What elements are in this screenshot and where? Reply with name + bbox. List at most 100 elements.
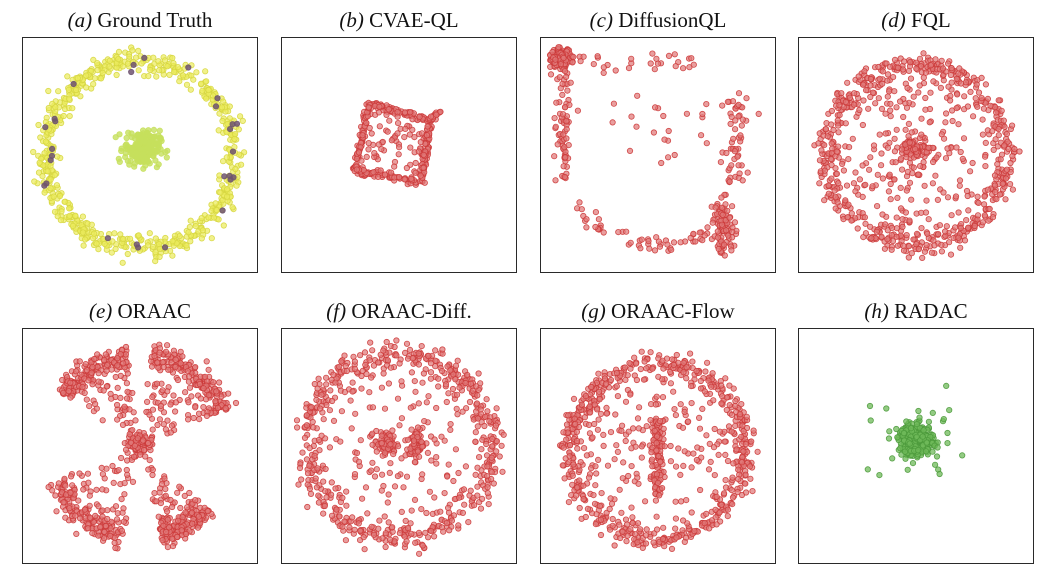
scatter-point: [171, 68, 178, 76]
scatter-point: [48, 145, 56, 153]
scatter-point: [500, 431, 507, 438]
scatter-point: [656, 243, 664, 250]
scatter-point: [177, 360, 184, 367]
scatter-point: [560, 444, 567, 451]
scatter-point: [224, 120, 231, 128]
scatter-point: [947, 97, 954, 104]
scatter-point: [738, 122, 745, 129]
scatter-point: [570, 53, 577, 60]
scatter-point: [574, 445, 581, 452]
scatter-point: [212, 200, 219, 207]
scatter-point: [385, 380, 393, 387]
scatter-point: [387, 536, 394, 543]
scatter-point: [130, 409, 137, 416]
scatter-point: [386, 117, 393, 124]
scatter-point: [212, 103, 220, 110]
scatter-point: [913, 241, 920, 248]
scatter-point: [474, 415, 481, 422]
scatter-point: [673, 351, 680, 359]
scatter-point: [824, 133, 831, 140]
scatter-point: [126, 431, 133, 438]
scatter-point: [408, 426, 415, 433]
scatter-point: [465, 519, 472, 526]
scatter-point: [229, 121, 236, 128]
scatter-point: [303, 422, 310, 429]
scatter-point: [740, 448, 747, 455]
scatter-point: [738, 401, 745, 408]
scatter-point: [833, 170, 841, 177]
scatter-point: [846, 94, 854, 101]
scatter-point: [330, 417, 338, 425]
scatter-point: [107, 532, 114, 539]
scatter-point: [427, 113, 435, 120]
scatter-point: [616, 521, 623, 528]
scatter-point: [680, 369, 687, 376]
scatter-point: [362, 484, 370, 491]
scatter-point: [379, 471, 386, 478]
scatter-point: [570, 395, 578, 403]
scatter-point: [483, 396, 490, 403]
scatter-point: [606, 505, 613, 513]
scatter-point: [169, 503, 176, 511]
scatter-point: [743, 489, 750, 496]
panel-d-label: FQL: [911, 8, 951, 32]
scatter-point: [563, 436, 570, 443]
scatter-point: [729, 203, 736, 210]
scatter-point: [361, 546, 368, 553]
scatter-point: [318, 391, 325, 398]
scatter-point: [162, 348, 170, 355]
scatter-point: [898, 146, 906, 153]
scatter-point: [101, 240, 108, 247]
scatter-point: [671, 151, 678, 159]
scatter-point: [981, 212, 988, 219]
scatter-point: [316, 405, 324, 412]
scatter-point: [162, 244, 169, 251]
scatter-point: [669, 356, 676, 363]
scatter-point: [339, 494, 346, 501]
scatter-point: [408, 507, 415, 514]
scatter-point: [76, 358, 83, 365]
scatter-point: [888, 224, 896, 231]
scatter-point: [844, 214, 851, 221]
scatter-point: [62, 482, 69, 489]
scatter-point: [990, 146, 997, 154]
scatter-point: [75, 497, 82, 504]
scatter-point: [726, 382, 733, 389]
scatter-point: [160, 363, 167, 371]
scatter-point: [731, 219, 739, 226]
scatter-point: [964, 192, 971, 200]
scatter-point: [341, 352, 348, 359]
scatter-point: [156, 253, 163, 260]
scatter-point: [219, 117, 226, 125]
scatter-point: [887, 180, 894, 188]
scatter-point: [964, 103, 971, 110]
scatter-point: [86, 403, 93, 410]
scatter-point: [162, 486, 169, 493]
scatter-point: [467, 380, 474, 387]
scatter-point: [902, 209, 910, 216]
scatter-point: [394, 113, 401, 120]
scatter-point: [464, 371, 471, 379]
scatter-point: [118, 527, 126, 534]
scatter-point: [146, 230, 153, 237]
scatter-point: [114, 401, 121, 409]
scatter-point: [687, 350, 694, 357]
panel-b-label: CVAE-QL: [369, 8, 459, 32]
scatter-point: [912, 146, 919, 153]
scatter-point: [673, 534, 680, 541]
scatter-point: [102, 351, 109, 358]
scatter-point: [484, 408, 491, 415]
scatter-point: [147, 66, 154, 74]
scatter-point: [133, 150, 140, 157]
scatter-point: [704, 359, 711, 366]
scatter-point: [921, 248, 929, 255]
scatter-point: [355, 149, 363, 156]
scatter-point: [134, 141, 141, 148]
scatter-point: [296, 464, 304, 472]
scatter-point: [712, 506, 719, 513]
scatter-point: [595, 216, 603, 223]
scatter-point: [488, 469, 495, 476]
scatter-point: [398, 378, 405, 385]
scatter-point: [638, 348, 645, 355]
scatter-point: [182, 509, 189, 516]
